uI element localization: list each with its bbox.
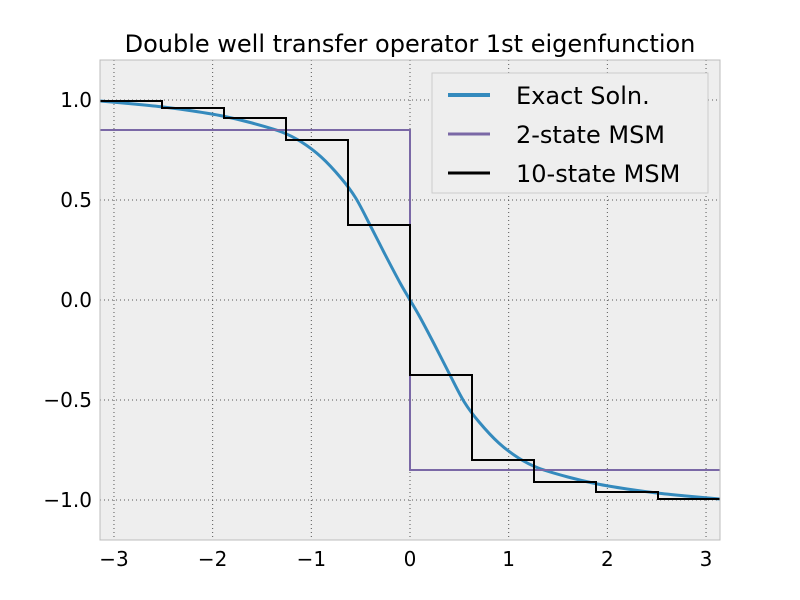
- x-tick-label: 3: [700, 547, 713, 571]
- x-tick-label: −1: [297, 547, 326, 571]
- series-group: [100, 99, 720, 501]
- legend: Exact Soln. 2-state MSM 10-state MSM: [431, 72, 709, 194]
- y-tick-label: 1.0: [60, 88, 92, 112]
- x-tick-label: −3: [99, 547, 128, 571]
- y-tick-label: 0.5: [60, 188, 92, 212]
- x-tick-label: 1: [502, 547, 515, 571]
- x-tick-label: 2: [601, 547, 614, 571]
- y-tick-label: −1.0: [43, 488, 92, 512]
- y-tick-label: −0.5: [43, 388, 92, 412]
- series-line-10-state-msm: [100, 100, 720, 500]
- chart-title: Double well transfer operator 1st eigenf…: [125, 30, 696, 58]
- legend-label: 2-state MSM: [516, 121, 665, 149]
- legend-label: 10-state MSM: [516, 160, 680, 188]
- tick-labels: −3 −2 −1 0 1 2 3 1.0 0.5 0.0 −0.5 −1.0: [43, 88, 712, 571]
- y-tick-label: 0.0: [60, 288, 92, 312]
- x-tick-label: 0: [404, 547, 417, 571]
- plot-frame: [99, 59, 721, 541]
- x-tick-label: −2: [198, 547, 227, 571]
- legend-label: Exact Soln.: [516, 82, 650, 110]
